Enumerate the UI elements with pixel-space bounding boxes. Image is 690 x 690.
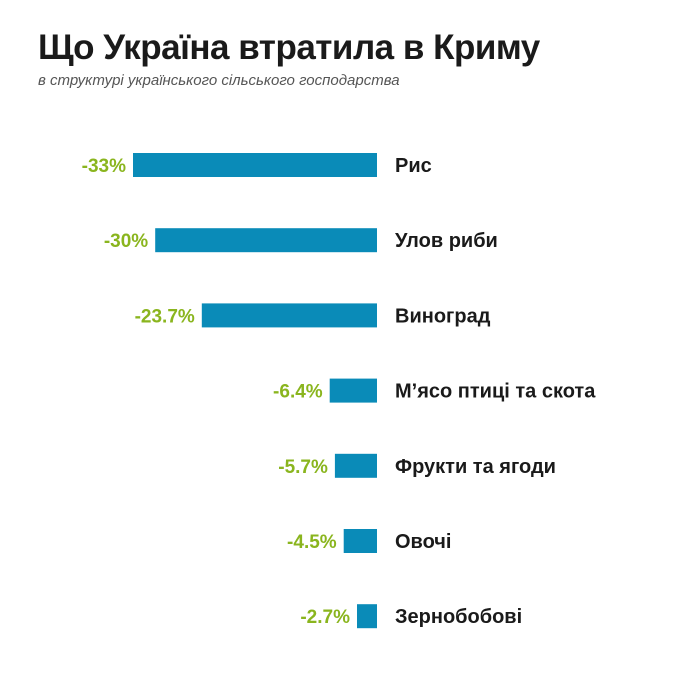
bar-3 <box>201 303 377 328</box>
category-label-2: Улов риби <box>395 230 498 252</box>
bar-4 <box>329 378 377 403</box>
value-label-1: -33% <box>82 156 126 177</box>
category-label-4: М’ясо птиці та скота <box>395 381 596 403</box>
category-label-7: Зернобобові <box>395 606 522 628</box>
chart-subtitle: в структурі українського сільського госп… <box>38 72 400 89</box>
value-label-5: -5.7% <box>278 457 328 478</box>
bar-6 <box>343 529 377 553</box>
category-label-6: Овочі <box>395 531 451 553</box>
bar-2 <box>155 228 377 253</box>
category-label-3: Виноград <box>395 305 491 327</box>
category-label-5: Фрукти та ягоди <box>395 456 556 478</box>
category-label-1: Рис <box>395 155 432 177</box>
bar-5 <box>334 453 377 478</box>
value-label-7: -2.7% <box>300 607 350 628</box>
value-label-2: -30% <box>104 231 148 252</box>
value-label-4: -6.4% <box>273 382 323 403</box>
bar-1 <box>133 153 377 177</box>
value-label-3: -23.7% <box>135 306 195 327</box>
chart-title: Що Україна втратила в Криму <box>38 28 540 67</box>
value-label-6: -4.5% <box>287 532 337 553</box>
bar-7 <box>357 604 377 629</box>
